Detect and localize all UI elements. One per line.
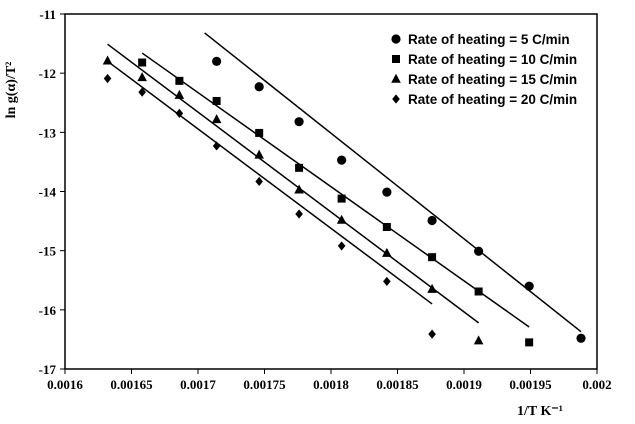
triangle-point-series-3 (137, 72, 147, 82)
x-tick-label: 0.00175 (243, 377, 286, 392)
triangle-point-series-3 (382, 247, 392, 257)
legend-label: Rate of heating = 10 C/min (408, 52, 577, 67)
diamond-point-series-4 (383, 276, 391, 287)
data-points (102, 55, 586, 347)
fit-line-series-3 (107, 43, 480, 324)
square-point-series-2 (428, 253, 437, 262)
square-point-series-2 (255, 128, 264, 137)
circle-point-series-1 (474, 246, 484, 256)
circle-point-series-1 (294, 117, 304, 127)
circle-point-series-1 (337, 155, 347, 165)
circle-point-series-1 (427, 215, 437, 226)
x-axis-title: 1/T K⁻¹ (517, 404, 563, 419)
square-point-series-2 (175, 76, 184, 85)
legend-marker-square (392, 55, 400, 63)
legend-marker-circle (391, 34, 401, 44)
diamond-point-series-4 (337, 241, 346, 251)
circle-point-series-1 (576, 333, 586, 343)
y-axis-title: ln g(α)/T² (4, 62, 19, 119)
triangle-point-series-3 (294, 184, 304, 194)
fit-line-series-1 (204, 32, 582, 333)
diamond-point-series-4 (428, 329, 436, 339)
x-tick-label: 0.0018 (313, 377, 349, 392)
x-tick-label: 0.0019 (446, 377, 482, 392)
triangle-point-series-3 (174, 89, 185, 99)
square-point-series-2 (337, 194, 346, 203)
circle-point-series-1 (254, 82, 264, 92)
square-point-series-2 (212, 96, 221, 105)
y-tick-label: -11 (39, 7, 56, 22)
triangle-point-series-3 (254, 149, 264, 159)
legend: Rate of heating = 5 C/min Rate of heating… (391, 32, 577, 107)
triangle-point-series-3 (336, 214, 347, 224)
x-tick-label: 0.0016 (47, 377, 83, 392)
square-point-series-2 (138, 58, 147, 67)
y-axis-title-text: ln g(α)/T² (4, 62, 19, 119)
diamond-point-series-4 (175, 108, 184, 118)
x-tick-label: 0.00165 (110, 377, 153, 392)
x-tick-label: 0.0017 (180, 377, 216, 392)
circle-point-series-1 (212, 56, 222, 66)
square-point-series-2 (525, 338, 534, 347)
triangle-point-series-3 (427, 283, 437, 293)
x-tick-label: 0.00195 (509, 377, 552, 392)
triangle-point-series-3 (211, 114, 222, 124)
y-tick-label: -15 (39, 244, 57, 259)
y-tick-label: -16 (39, 303, 57, 318)
y-tick-label: -14 (39, 185, 57, 200)
fit-line-series-4 (107, 60, 433, 305)
diamond-point-series-4 (255, 176, 263, 187)
square-point-series-2 (474, 287, 483, 296)
x-tick-label: 0.00185 (376, 377, 419, 392)
legend-marker-diamond (392, 94, 400, 104)
circle-point-series-1 (524, 281, 534, 291)
y-tick-label: -12 (39, 66, 56, 81)
diamond-point-series-4 (295, 209, 303, 219)
y-tick-label: -13 (39, 125, 57, 140)
legend-marker-triangle (391, 73, 401, 83)
legend-label: Rate of heating = 15 C/min (408, 72, 577, 87)
diamond-point-series-4 (212, 141, 221, 151)
y-axis-ticks: -11 -12 -13 -14 -15 -16 -17 (39, 7, 65, 377)
fit-line-series-2 (141, 52, 530, 328)
plot-area (64, 13, 598, 370)
circle-point-series-1 (382, 187, 392, 197)
triangle-point-series-3 (102, 55, 113, 65)
square-point-series-2 (295, 163, 304, 172)
fit-lines (107, 32, 582, 333)
x-tick-label: 0.002 (582, 377, 611, 392)
legend-label: Rate of heating = 5 C/min (408, 32, 570, 47)
legend-label: Rate of heating = 20 C/min (408, 92, 577, 107)
diamond-point-series-4 (138, 87, 146, 97)
diamond-point-series-4 (103, 73, 112, 84)
triangle-point-series-3 (473, 335, 484, 345)
x-axis-ticks: 0.0016 0.00165 0.0017 0.00175 0.0018 0.00185 0… (47, 369, 612, 392)
square-point-series-2 (382, 223, 391, 231)
y-tick-label: -17 (39, 362, 57, 377)
